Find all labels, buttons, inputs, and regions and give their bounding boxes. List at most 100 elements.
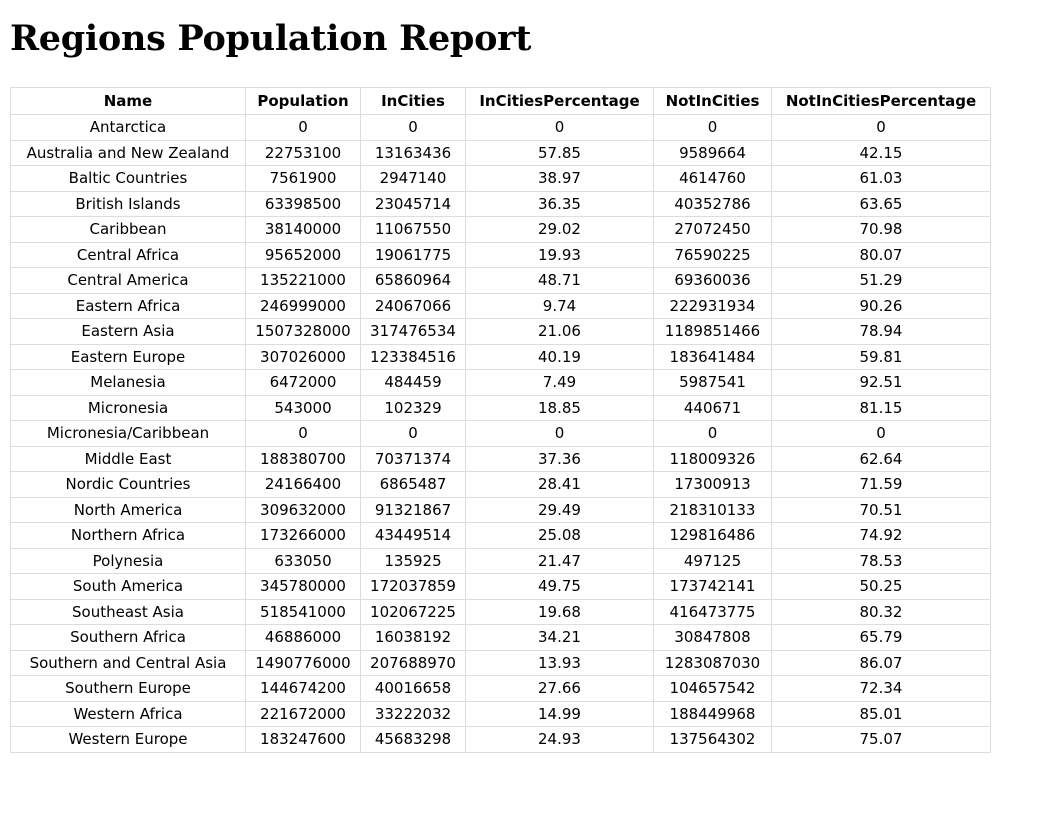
incities-cell: 45683298 [360, 726, 466, 753]
table-row: Nordic Countries 24166400 6865487 28.41 1730… [10, 471, 991, 498]
incities-percentage-cell: 28.41 [465, 471, 654, 498]
notincities-cell: 416473775 [653, 598, 772, 625]
name-cell: Caribbean [10, 216, 246, 243]
notincities-cell: 188449968 [653, 700, 772, 727]
name-cell: Eastern Asia [10, 318, 246, 345]
notincities-percentage-cell: 75.07 [771, 726, 991, 753]
name-cell: North America [10, 496, 246, 523]
name-cell: British Islands [10, 190, 246, 217]
notincities-percentage-cell: 92.51 [771, 369, 991, 396]
name-cell: Antarctica [10, 114, 246, 141]
notincities-cell: 104657542 [653, 675, 772, 702]
name-cell: Northern Africa [10, 522, 246, 549]
name-cell: Polynesia [10, 547, 246, 574]
notincities-cell: 27072450 [653, 216, 772, 243]
incities-cell: 484459 [360, 369, 466, 396]
table-row: Western Africa 221672000 33222032 14.99 1884… [10, 700, 991, 727]
notincities-cell: 218310133 [653, 496, 772, 523]
incities-percentage-cell: 25.08 [465, 522, 654, 549]
notincities-percentage-cell: 51.29 [771, 267, 991, 294]
incities-cell: 33222032 [360, 700, 466, 727]
incities-cell: 24067066 [360, 292, 466, 319]
incities-cell: 135925 [360, 547, 466, 574]
name-cell: Middle East [10, 445, 246, 472]
table-row: Micronesia/Caribbean 0 0 0 0 0 [10, 420, 991, 447]
incities-cell: 0 [360, 420, 466, 447]
incities-cell: 91321867 [360, 496, 466, 523]
table-row: Middle East 188380700 70371374 37.36 1180093… [10, 445, 991, 472]
notincities-cell: 1283087030 [653, 649, 772, 676]
notincities-percentage-cell: 90.26 [771, 292, 991, 319]
notincities-percentage-cell: 78.53 [771, 547, 991, 574]
table-row: Australia and New Zealand 22753100 1316343… [10, 139, 991, 166]
incities-cell: 70371374 [360, 445, 466, 472]
table-body: Antarctica 0 0 0 0 0 Australia and New Zealand… [10, 114, 991, 753]
incities-percentage-cell: 14.99 [465, 700, 654, 727]
incities-percentage-cell: 36.35 [465, 190, 654, 217]
population-cell: 188380700 [245, 445, 361, 472]
population-cell: 543000 [245, 394, 361, 421]
name-cell: Eastern Africa [10, 292, 246, 319]
incities-percentage-cell: 21.47 [465, 547, 654, 574]
notincities-percentage-cell: 65.79 [771, 624, 991, 651]
name-cell: Micronesia [10, 394, 246, 421]
notincities-percentage-cell: 80.32 [771, 598, 991, 625]
incities-percentage-cell: 18.85 [465, 394, 654, 421]
incities-cell: 123384516 [360, 343, 466, 370]
name-cell: Micronesia/Caribbean [10, 420, 246, 447]
incities-percentage-cell: 0 [465, 420, 654, 447]
incities-percentage-cell: 9.74 [465, 292, 654, 319]
notincities-cell: 4614760 [653, 165, 772, 192]
name-cell: Central America [10, 267, 246, 294]
header-row: Name Population InCities InCitiesPercentage… [10, 87, 991, 115]
table-row: South America 345780000 172037859 49.75 1737… [10, 573, 991, 600]
population-cell: 144674200 [245, 675, 361, 702]
notincities-cell: 5987541 [653, 369, 772, 396]
notincities-percentage-cell: 81.15 [771, 394, 991, 421]
population-table: Name Population InCities InCitiesPercentage… [10, 87, 991, 753]
notincities-percentage-cell: 61.03 [771, 165, 991, 192]
table-row: Southern Europe 144674200 40016658 27.66 104… [10, 675, 991, 702]
table-row: Southern and Central Asia 1490776000 20768… [10, 649, 991, 676]
population-cell: 38140000 [245, 216, 361, 243]
population-cell: 1507328000 [245, 318, 361, 345]
notincities-percentage-cell: 86.07 [771, 649, 991, 676]
population-cell: 221672000 [245, 700, 361, 727]
population-cell: 24166400 [245, 471, 361, 498]
population-cell: 518541000 [245, 598, 361, 625]
population-cell: 633050 [245, 547, 361, 574]
table-row: Antarctica 0 0 0 0 0 [10, 114, 991, 141]
notincities-cell: 40352786 [653, 190, 772, 217]
population-cell: 7561900 [245, 165, 361, 192]
name-cell: Nordic Countries [10, 471, 246, 498]
notincities-percentage-cell: 71.59 [771, 471, 991, 498]
table-row: Southern Africa 46886000 16038192 34.21 3084… [10, 624, 991, 651]
incities-percentage-cell: 29.02 [465, 216, 654, 243]
incities-percentage-cell: 19.93 [465, 241, 654, 268]
population-cell: 95652000 [245, 241, 361, 268]
incities-percentage-cell: 13.93 [465, 649, 654, 676]
notincities-percentage-cell: 42.15 [771, 139, 991, 166]
incities-cell: 19061775 [360, 241, 466, 268]
notincities-cell: 0 [653, 114, 772, 141]
incities-percentage-cell: 27.66 [465, 675, 654, 702]
notincities-percentage-cell: 72.34 [771, 675, 991, 702]
column-header-notincities: NotInCities [653, 87, 772, 115]
notincities-percentage-cell: 0 [771, 114, 991, 141]
population-cell: 246999000 [245, 292, 361, 319]
notincities-percentage-cell: 70.51 [771, 496, 991, 523]
population-cell: 309632000 [245, 496, 361, 523]
notincities-cell: 137564302 [653, 726, 772, 753]
incities-cell: 23045714 [360, 190, 466, 217]
column-header-incitiespercentage: InCitiesPercentage [465, 87, 654, 115]
incities-percentage-cell: 21.06 [465, 318, 654, 345]
incities-percentage-cell: 24.93 [465, 726, 654, 753]
notincities-cell: 9589664 [653, 139, 772, 166]
population-cell: 307026000 [245, 343, 361, 370]
table-row: Baltic Countries 7561900 2947140 38.97 46147… [10, 165, 991, 192]
incities-cell: 65860964 [360, 267, 466, 294]
incities-percentage-cell: 38.97 [465, 165, 654, 192]
notincities-percentage-cell: 74.92 [771, 522, 991, 549]
notincities-cell: 222931934 [653, 292, 772, 319]
population-cell: 22753100 [245, 139, 361, 166]
